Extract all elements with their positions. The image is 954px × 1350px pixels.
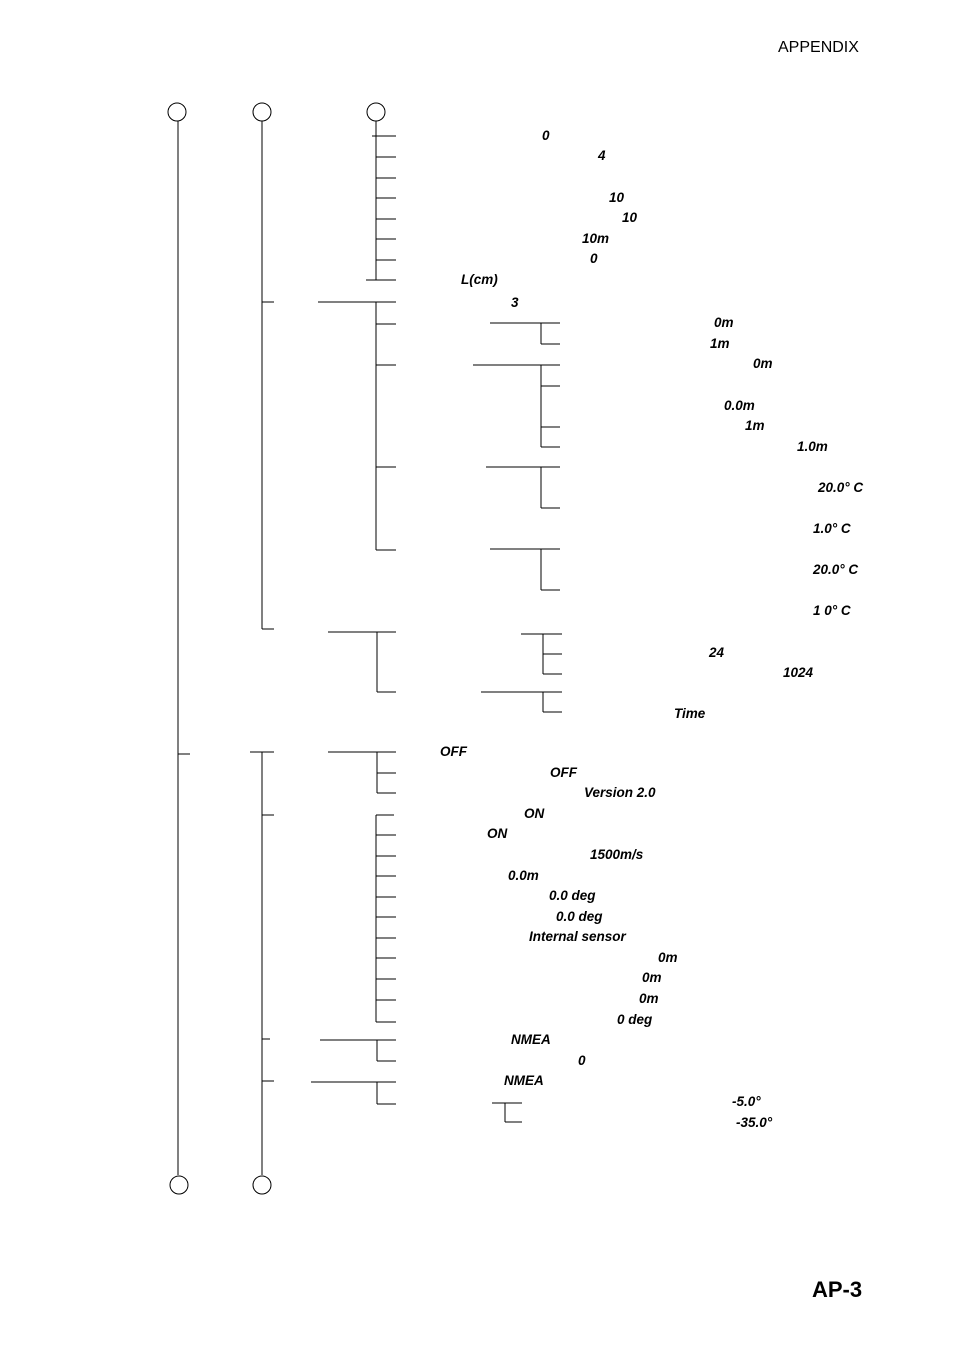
menu-value: 0.0m <box>508 868 539 883</box>
menu-value: 1.0m <box>797 439 828 454</box>
menu-value: 0 <box>590 251 598 266</box>
menu-value: 10 <box>622 210 638 225</box>
connector-circle <box>252 102 272 122</box>
connector-circle <box>366 102 386 122</box>
menu-value: 0m <box>642 970 662 985</box>
menu-value: NMEA <box>504 1073 544 1088</box>
menu-value: 1m <box>745 418 765 433</box>
menu-value: 4 <box>598 148 606 163</box>
menu-value: 0.0m <box>724 398 755 413</box>
menu-value: OFF <box>550 765 577 780</box>
connector-circle <box>252 1175 272 1195</box>
menu-value: Time <box>674 706 706 721</box>
menu-value: 0 deg <box>617 1012 653 1027</box>
menu-value: 0.0 deg <box>556 909 603 924</box>
menu-value: 0m <box>639 991 659 1006</box>
menu-value: Internal sensor <box>529 929 626 944</box>
menu-value: ON <box>487 826 508 841</box>
connector-circle <box>169 1175 189 1195</box>
menu-value: Version 2.0 <box>584 785 656 800</box>
connector-circle <box>167 102 187 122</box>
menu-value: -5.0° <box>732 1094 761 1109</box>
menu-value: 0 <box>578 1053 586 1068</box>
menu-value: 1500m/s <box>590 847 644 862</box>
menu-value: 0.0 deg <box>549 888 596 903</box>
menu-value: 1024 <box>783 665 814 680</box>
menu-value: 0m <box>658 950 678 965</box>
menu-value: NMEA <box>511 1032 551 1047</box>
menu-value: 3 <box>511 295 519 310</box>
menu-value: 20.0° C <box>813 562 859 577</box>
menu-value: 1 0° C <box>813 603 851 618</box>
menu-value: 10 <box>609 190 625 205</box>
menu-value: 0m <box>753 356 773 371</box>
menu-value: 20.0° C <box>818 480 864 495</box>
menu-value: 10m <box>582 231 610 246</box>
page-number: AP-3 <box>812 1277 863 1302</box>
section-header: APPENDIX <box>778 39 859 56</box>
menu-value: 1m <box>710 336 730 351</box>
menu-value: L(cm) <box>461 272 498 287</box>
menu-value: 24 <box>709 645 725 660</box>
menu-value: -35.0° <box>736 1115 773 1130</box>
menu-value: 1.0° C <box>813 521 851 536</box>
menu-value: ON <box>524 806 545 821</box>
menu-value: OFF <box>440 744 467 759</box>
menu-value: 0m <box>714 315 734 330</box>
menu-value: 0 <box>542 128 550 143</box>
